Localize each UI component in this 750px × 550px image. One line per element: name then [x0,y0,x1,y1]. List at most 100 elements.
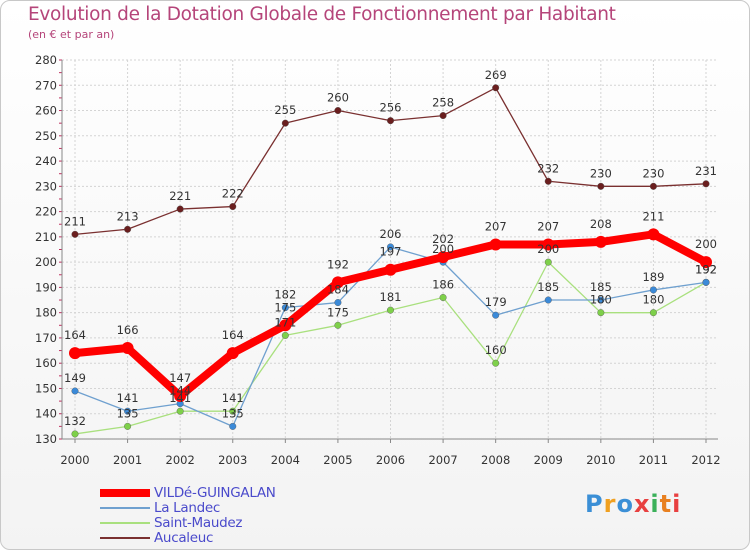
data-point [176,205,184,213]
data-point [649,309,657,317]
x-tick-label: 2002 [166,453,195,467]
proxiti-logo: Proxiti [585,490,681,518]
x-tick-label: 2006 [376,453,405,467]
data-label: 200 [695,237,717,251]
data-point [229,203,237,211]
data-label: 207 [537,219,559,233]
y-tick-label: 280 [35,53,57,67]
data-point [700,256,712,269]
data-label: 141 [169,391,191,405]
data-point [229,422,237,430]
logo-letter: x [633,490,651,518]
data-label: 213 [117,209,139,223]
data-point [702,278,710,286]
data-point [124,422,132,430]
x-tick-label: 2005 [323,453,352,467]
y-tick-label: 260 [35,104,57,118]
data-point [544,258,552,266]
data-point [439,112,447,120]
data-point [437,251,450,264]
data-point [597,296,605,304]
legend-label: La Landec [154,500,221,516]
data-label: 182 [274,288,296,302]
logo-letter: r [603,490,617,518]
logo-letter: t [659,490,673,518]
data-point [121,342,134,355]
data-label: 230 [642,166,664,180]
chart-subtitle: (en € et par an) [28,28,115,41]
data-label: 189 [642,270,664,284]
data-label: 132 [64,414,86,428]
data-point [229,407,237,415]
legend-label: Aucaleuc [154,530,214,546]
data-point [281,119,289,127]
data-point [384,263,397,276]
data-point [492,359,500,367]
data-label: 185 [537,280,559,294]
y-tick-label: 160 [35,356,57,370]
data-label: 231 [695,164,717,178]
x-tick-label: 2000 [60,453,89,467]
data-label: 206 [380,227,402,241]
data-label: 149 [64,371,86,385]
data-label: 192 [327,257,349,271]
x-tick-label: 2001 [113,453,142,467]
data-point [71,387,79,395]
x-tick-label: 2011 [639,453,668,467]
data-point [71,230,79,238]
y-tick-label: 170 [35,331,57,345]
data-point [387,117,395,125]
data-point [281,304,289,312]
data-label: 232 [537,161,559,175]
y-tick-label: 200 [35,255,57,269]
data-point [279,319,292,332]
data-point [334,107,342,115]
legend-swatch-vilde-guingalan [100,489,150,497]
data-point [649,286,657,294]
data-label: 181 [380,290,402,304]
data-label: 164 [64,328,86,342]
data-point [542,238,555,251]
data-label: 141 [117,391,139,405]
data-label: 141 [222,391,244,405]
data-label: 197 [380,245,402,259]
data-point [176,407,184,415]
data-label: 200 [537,242,559,256]
logo-letter: i [650,490,660,518]
legend-swatch-la-landec [100,507,150,509]
data-point [334,299,342,307]
data-point [226,347,239,360]
data-point [71,430,79,438]
data-label: 135 [117,406,139,420]
data-point [387,243,395,251]
data-label: 200 [432,242,454,256]
data-label: 175 [274,300,296,314]
chart-title: Evolution de la Dotation Globale de Fonc… [28,4,616,25]
data-label: 180 [590,293,612,307]
data-point [489,238,502,251]
y-tick-label: 150 [35,381,57,395]
data-label: 171 [274,315,296,329]
data-point [594,235,607,248]
x-tick-label: 2003 [218,453,247,467]
data-point [597,182,605,190]
y-tick-label: 180 [35,306,57,320]
y-tick-label: 130 [35,432,57,446]
data-point [334,321,342,329]
data-label: 221 [169,189,191,203]
y-tick-label: 210 [35,230,57,244]
data-label: 207 [485,219,507,233]
data-label: 211 [642,209,664,223]
data-label: 186 [432,278,454,292]
x-tick-label: 2012 [691,453,720,467]
x-tick-label: 2008 [481,453,510,467]
data-label: 230 [590,166,612,180]
data-point [544,177,552,185]
data-point [124,407,132,415]
data-label: 258 [432,96,454,110]
data-point [492,311,500,319]
data-point [647,228,660,241]
logo-letter: P [585,490,604,518]
y-tick-label: 250 [35,129,57,143]
data-label: 208 [590,217,612,231]
